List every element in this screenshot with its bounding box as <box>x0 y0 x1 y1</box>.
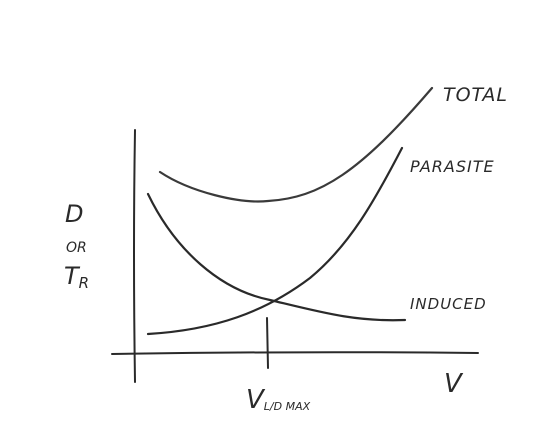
y-axis-label-subscript: R <box>79 274 89 292</box>
ld-max-label: VL/D MAX <box>246 385 311 415</box>
ld-max-tick <box>266 317 269 369</box>
x-axis-label: V <box>444 369 464 399</box>
y-axis-label-t: TR <box>64 262 89 292</box>
total-curve <box>158 86 434 203</box>
y-axis <box>133 129 136 383</box>
parasite-label: PARASITE <box>410 157 495 176</box>
y-axis-label-d: D <box>65 200 83 228</box>
induced-curve <box>146 192 407 322</box>
parasite-curve <box>146 146 404 336</box>
total-label: TOTAL <box>443 84 508 106</box>
ld-max-subscript: L/D MAX <box>264 400 311 413</box>
induced-label: INDUCED <box>410 295 487 313</box>
x-axis <box>111 351 479 355</box>
y-axis-label-or: OR <box>66 240 87 256</box>
